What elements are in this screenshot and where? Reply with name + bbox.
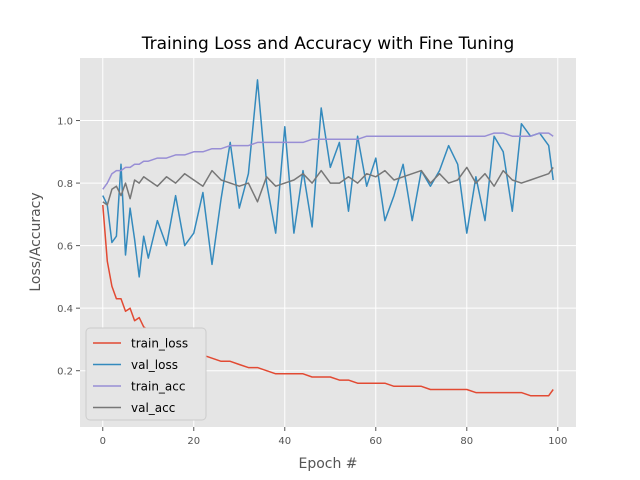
grid [80, 58, 576, 427]
series-line-train-loss [102, 204, 554, 397]
y-tick-label: 0.6 [57, 242, 73, 253]
x-axis-label: Epoch # [298, 456, 357, 472]
series-line-val-acc [102, 166, 554, 206]
x-tick-label: 0 [100, 436, 106, 447]
legend-box [85, 327, 207, 421]
chart-title: Training Loss and Accuracy with Fine Tun… [141, 34, 515, 54]
legend-label-val-loss: val_loss [131, 358, 178, 372]
legend-label-train-loss: train_loss [131, 337, 188, 351]
y-tick-label: 1.0 [57, 117, 73, 128]
x-tick-label: 40 [278, 436, 291, 447]
legend-label-val-acc: val_acc [131, 401, 175, 415]
series-lines [102, 79, 554, 397]
x-tick-label: 80 [460, 436, 473, 447]
y-tick-label: 0.2 [57, 367, 73, 378]
series-line-val-loss [102, 79, 554, 278]
y-axis-label: Loss/Accuracy [28, 192, 44, 291]
x-tick-label: 60 [369, 436, 382, 447]
legend-label-train-acc: train_acc [131, 380, 185, 394]
y-axis-ticks: 0.2 0.4 0.6 0.8 1.0 [57, 117, 80, 378]
x-axis-ticks: 0 20 40 60 80 100 [100, 427, 567, 447]
x-tick-label: 20 [187, 436, 200, 447]
legend: train_loss val_loss train_acc val_acc [85, 327, 207, 421]
x-tick-label: 100 [548, 436, 567, 447]
y-tick-label: 0.4 [57, 304, 73, 315]
y-tick-label: 0.8 [57, 179, 73, 190]
series-line-train-acc [102, 132, 554, 190]
